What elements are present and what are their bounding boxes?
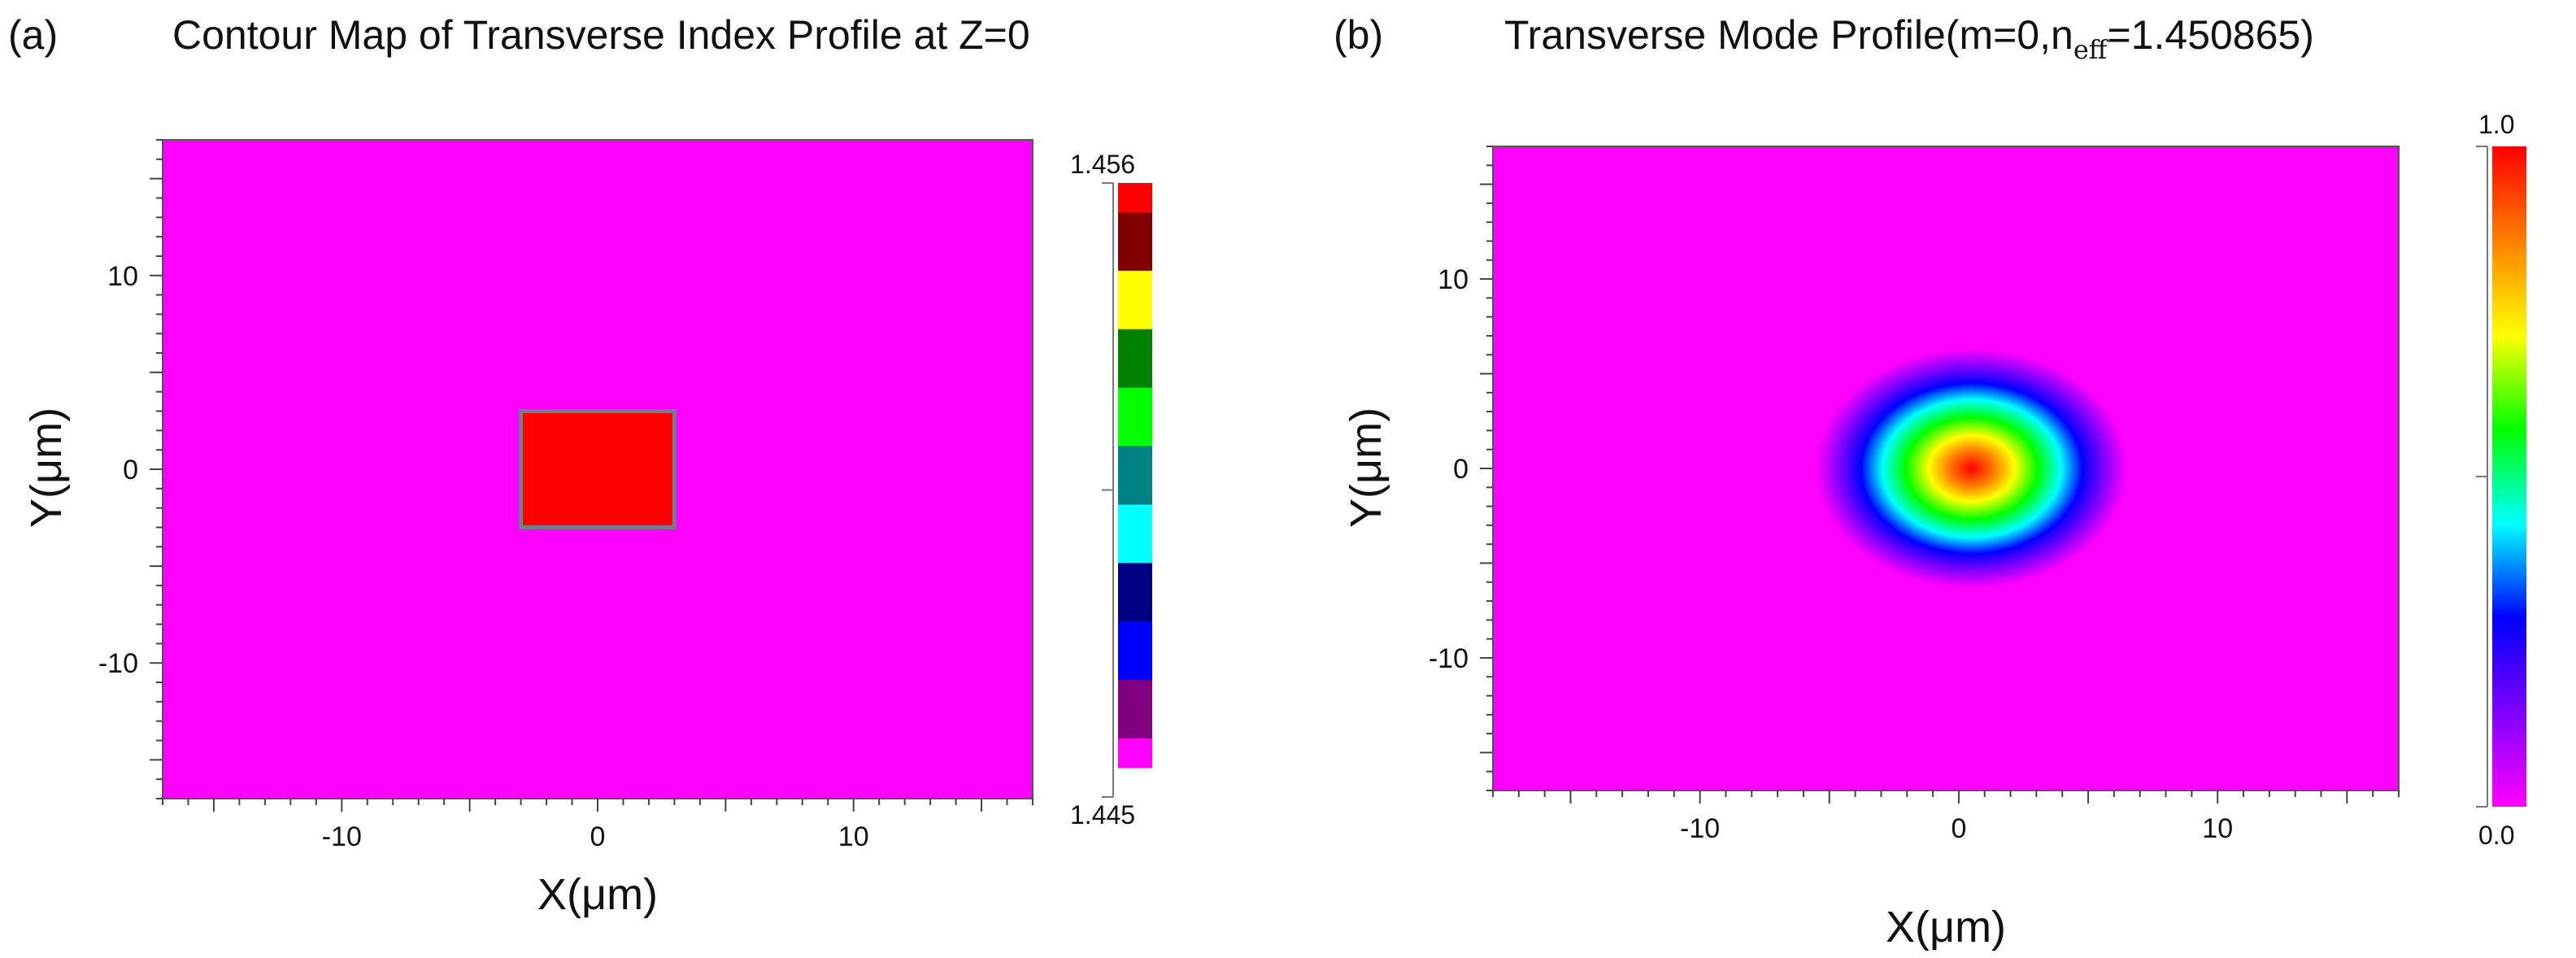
x-tick-label: -10 — [1680, 813, 1720, 844]
panel-a-title: Contour Map of Transverse Index Profile … — [172, 12, 1030, 58]
colorbar-swatch — [1118, 621, 1152, 681]
panel-b-ticks — [1480, 146, 2400, 803]
waveguide-core — [519, 409, 677, 529]
title-main: Transverse Mode Profile(m=0,n — [1504, 12, 2073, 58]
x-tick-label: -10 — [322, 821, 362, 852]
panel-b-label: (b) — [1334, 12, 1383, 58]
colorbar-max-label: 1.456 — [1070, 150, 1135, 179]
y-tick-label: 0 — [1453, 454, 1469, 485]
colorbar-swatch — [1118, 211, 1152, 272]
colorbar-swatch — [1118, 563, 1152, 622]
y-tick-label: -10 — [98, 648, 138, 679]
x-tick-label: 10 — [838, 821, 869, 852]
title-tail: =1.450865) — [2107, 12, 2313, 58]
x-axis-label: X(μm) — [1886, 903, 2006, 951]
x-axis-label: X(μm) — [537, 870, 658, 919]
colorbar-swatch — [1118, 446, 1152, 505]
colorbar-max-label: 1.0 — [2478, 110, 2514, 139]
colorbar-swatch — [1118, 504, 1152, 564]
panel-a-label: (a) — [8, 12, 58, 58]
y-tick-label: 10 — [107, 261, 138, 292]
panel-a-ticks — [150, 139, 1033, 812]
colorbar-min-label: 0.0 — [2478, 821, 2514, 850]
colorbar-swatch — [1118, 270, 1152, 330]
title-subscript: eff — [2073, 34, 2109, 65]
colorbar-gradient — [2492, 146, 2526, 807]
panel-b: (b) Transverse Mode Profile(m=0,neff=1.4… — [1334, 12, 2526, 951]
colorbar-min-label: 1.445 — [1070, 800, 1135, 830]
mode-colorbar — [2476, 146, 2526, 808]
colorbar-swatch — [1118, 680, 1152, 739]
x-tick-label: 0 — [590, 821, 606, 852]
colorbar-swatch — [1118, 387, 1152, 447]
x-tick-label: 10 — [2202, 813, 2233, 844]
colorbar-swatch — [1118, 183, 1152, 213]
y-tick-label: 10 — [1438, 264, 1469, 295]
y-tick-label: -10 — [1429, 643, 1469, 674]
y-axis-label: Y(μm) — [1342, 407, 1390, 528]
mode-intensity-spot — [1684, 299, 2260, 638]
panel-b-title: Transverse Mode Profile(m=0,neff=1.45086… — [1504, 12, 2314, 65]
panel-a: (a) Contour Map of Transverse Index Prof… — [8, 12, 1152, 919]
colorbar-swatch — [1118, 738, 1152, 769]
index-colorbar — [1102, 182, 1152, 798]
x-tick-label: 0 — [1951, 813, 1966, 844]
y-axis-label: Y(μm) — [22, 407, 71, 528]
colorbar-swatch — [1118, 329, 1152, 389]
y-tick-label: 0 — [123, 455, 138, 486]
